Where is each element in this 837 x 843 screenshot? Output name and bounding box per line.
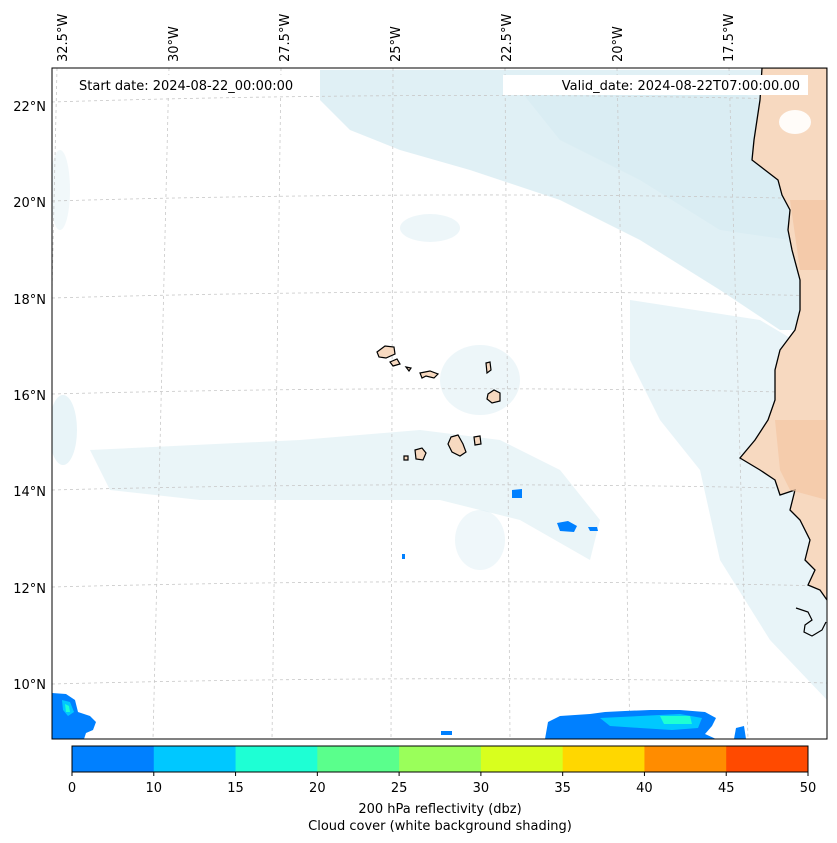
coast-bay-outline bbox=[795, 607, 827, 637]
reflectivity-cell-east-2 bbox=[557, 521, 577, 532]
reflectivity-cell-east-3 bbox=[588, 527, 598, 531]
cloud-band-central bbox=[90, 430, 600, 560]
colorbar-label-line1: 200 hPa reflectivity (dbz) bbox=[358, 802, 521, 817]
lon-label-27-5w: 27.5°W bbox=[278, 14, 293, 62]
colorbar-tick-label: 10 bbox=[146, 781, 163, 796]
island-sao-nicolau bbox=[419, 370, 440, 379]
colorbar-tick-label: 45 bbox=[718, 781, 735, 796]
reflectivity-cell-south-peak bbox=[660, 716, 692, 724]
lat-label-16n: 16°N bbox=[13, 389, 46, 404]
lat-label-20n: 20°N bbox=[13, 196, 46, 211]
meridian-20w bbox=[616, 68, 631, 739]
cloud-patch-nw bbox=[52, 150, 70, 230]
island-santo-antao bbox=[376, 345, 396, 359]
colorbar-tick-label: 35 bbox=[554, 781, 571, 796]
meridian-30w bbox=[152, 68, 170, 739]
colorbar-swatch bbox=[480, 746, 564, 772]
island-brava bbox=[403, 455, 409, 461]
reflectivity-cell-tiny bbox=[402, 554, 405, 559]
lon-label-22-5w: 22.5°W bbox=[500, 14, 515, 62]
reflectivity-cell-se-small bbox=[734, 726, 746, 739]
colorbar-swatch bbox=[235, 746, 318, 772]
colorbar-swatch bbox=[72, 746, 155, 772]
map-frame bbox=[51, 67, 828, 740]
valid-date-box bbox=[503, 75, 808, 95]
land-white-patch bbox=[779, 110, 811, 134]
lat-label-12n: 12°N bbox=[13, 582, 46, 597]
colorbar-tick-label: 30 bbox=[473, 781, 490, 796]
cloud-patch-west bbox=[52, 395, 77, 465]
parallel-10n bbox=[52, 678, 827, 685]
valid-date-label: Valid_date: 2024-08-22T07:00:00.00 bbox=[562, 79, 800, 94]
colorbar-tick-label: 0 bbox=[68, 781, 76, 796]
cloud-patch-islands bbox=[440, 345, 520, 415]
meridian-27-5w bbox=[271, 68, 282, 739]
lon-label-20w: 20°W bbox=[611, 26, 626, 62]
colorbar-swatch bbox=[317, 746, 400, 772]
cape-verde-islands bbox=[376, 345, 501, 461]
colorbar-swatch bbox=[562, 746, 645, 772]
parallel-18n bbox=[52, 291, 827, 299]
island-maio bbox=[473, 435, 482, 446]
reflectivity-cells bbox=[52, 489, 746, 739]
parallel-12n bbox=[52, 581, 827, 588]
colorbar-frame bbox=[71, 745, 809, 773]
colorbar-swatch bbox=[153, 746, 237, 772]
colorbar-tick-label: 20 bbox=[309, 781, 326, 796]
reflectivity-cell-sw-peak bbox=[65, 704, 70, 712]
colorbar-swatch bbox=[726, 746, 809, 772]
longitude-labels: 32.5°W 30°W 27.5°W 25°W 22.5°W 20°W 17.5… bbox=[56, 14, 737, 62]
colorbar-swatch bbox=[399, 746, 482, 772]
reflectivity-cell-se-tiny bbox=[441, 731, 452, 735]
parallel-22n bbox=[52, 95, 827, 103]
island-santa-luzia bbox=[404, 366, 412, 373]
cloud-cover-shading bbox=[52, 70, 827, 700]
parallel-14n bbox=[52, 484, 827, 491]
start-date-label: Start date: 2024-08-22_00:00:00 bbox=[79, 79, 293, 94]
island-boa-vista bbox=[486, 389, 501, 404]
cloud-band-northeast-inner bbox=[520, 80, 790, 240]
lat-label-14n: 14°N bbox=[13, 485, 46, 500]
parallel-16n bbox=[52, 388, 827, 395]
lat-label-18n: 18°N bbox=[13, 293, 46, 308]
cloud-patch-mid bbox=[400, 214, 460, 242]
lon-label-32-5w: 32.5°W bbox=[56, 14, 71, 62]
latitude-labels: 22°N 20°N 18°N 16°N 14°N 12°N 10°N bbox=[13, 100, 46, 693]
lat-label-22n: 22°N bbox=[13, 100, 46, 115]
gridlines bbox=[52, 68, 827, 739]
reflectivity-cell-east-1 bbox=[512, 489, 522, 498]
colorbar-label-line2: Cloud cover (white background shading) bbox=[308, 819, 572, 834]
meridian-17-5w bbox=[728, 68, 749, 739]
start-date-box bbox=[70, 75, 308, 95]
land-africa-highlight-2 bbox=[775, 420, 827, 500]
parallel-20n bbox=[52, 194, 827, 202]
map-area: Start date: 2024-08-22_00:00:00 Valid_da… bbox=[51, 67, 828, 740]
lon-label-30w: 30°W bbox=[167, 26, 182, 62]
colorbar-swatches bbox=[72, 746, 809, 772]
island-sal bbox=[485, 361, 492, 375]
island-fogo bbox=[414, 447, 427, 461]
island-santiago bbox=[447, 434, 467, 457]
african-coast bbox=[739, 68, 827, 637]
colorbar-swatch bbox=[644, 746, 727, 772]
colorbar: 0 10 15 20 25 30 35 40 45 50 200 hPa reflectivity… bbox=[68, 745, 816, 834]
island-sao-vicente bbox=[389, 358, 401, 367]
colorbar-tick-label: 50 bbox=[800, 781, 817, 796]
colorbar-tick-label: 15 bbox=[227, 781, 244, 796]
lon-label-17-5w: 17.5°W bbox=[722, 14, 737, 62]
meridian-25w bbox=[390, 68, 394, 739]
colorbar-tick-label: 40 bbox=[636, 781, 653, 796]
colorbar-ticks: 0 10 15 20 25 30 35 40 45 50 bbox=[68, 772, 816, 796]
lat-label-10n: 10°N bbox=[13, 678, 46, 693]
land-africa-highlight bbox=[790, 200, 827, 270]
cloud-patch-south bbox=[455, 510, 505, 570]
colorbar-tick-label: 25 bbox=[391, 781, 408, 796]
meridian-22-5w bbox=[504, 68, 511, 739]
lon-label-25w: 25°W bbox=[389, 26, 404, 62]
